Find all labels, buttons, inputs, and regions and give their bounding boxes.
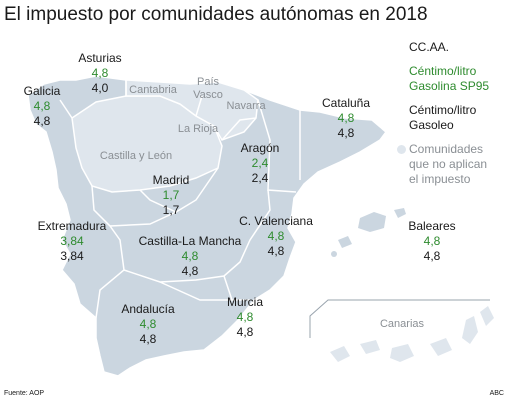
madrid-name: Madrid: [152, 173, 190, 187]
legend-no-apply-line2: que no aplican: [409, 157, 488, 171]
cataluna-label: Cataluña 4,8 4,8: [322, 96, 370, 141]
galicia-name: Galicia: [23, 84, 61, 98]
cataluna-name: Cataluña: [321, 96, 371, 110]
castilla-la-mancha-name: Castilla-La Mancha: [138, 234, 242, 248]
valenciana-gasoleo: 4,8: [267, 244, 285, 258]
baleares-label: Baleares 4,8 4,8: [408, 219, 455, 264]
aragon-label: Aragón 2,4 2,4: [241, 141, 280, 186]
castilla-la-mancha-gasoleo: 4,8: [181, 264, 199, 278]
baleares-gasolina: 4,8: [423, 234, 441, 248]
madrid-label: Madrid 1,7 1,7: [153, 173, 190, 218]
cantabria-label: Cantabria: [129, 84, 177, 96]
cataluna-gasoleo: 4,8: [337, 126, 355, 140]
asturias-gasoleo: 4,0: [91, 81, 109, 95]
extremadura-gasoleo: 3,84: [60, 249, 84, 263]
extremadura-name: Extremadura: [37, 219, 107, 233]
extremadura-label: Extremadura 3,84 3,84: [38, 219, 107, 264]
map-title: El impuesto por comunidades autónomas en…: [4, 4, 428, 25]
castilla-la-mancha-label: Castilla-La Mancha 4,8 4,8: [139, 234, 242, 279]
canarias-label: Canarias: [379, 318, 425, 330]
source-credit: Fuente: AOP: [4, 390, 45, 397]
legend-gasolina-line2: Gasolina SP95: [409, 79, 490, 93]
map-legend: CC.AA. Céntimo/litro Gasolina SP95 Cénti…: [397, 40, 489, 187]
la-rioja-label: La Rioja: [177, 123, 219, 135]
legend-gasoleo-line2: Gasoleo: [409, 118, 454, 132]
legend-no-apply-line3: el impuesto: [409, 172, 471, 186]
region-borders: [59, 80, 301, 319]
murcia-label: Murcia 4,8 4,8: [227, 295, 263, 340]
pais-vasco-label-1: País: [196, 76, 220, 88]
asturias-gasolina: 4,8: [91, 66, 109, 80]
murcia-name: Murcia: [226, 295, 264, 309]
legend-gasoleo: Céntimo/litro Gasoleo: [409, 103, 489, 133]
castilla-la-mancha-gasolina: 4,8: [181, 249, 199, 263]
aragon-name: Aragón: [240, 141, 280, 155]
legend-gasolina-line1: Céntimo/litro: [409, 64, 477, 78]
madrid-gasoleo: 1,7: [162, 203, 180, 217]
legend-gasoleo-line1: Céntimo/litro: [409, 103, 477, 117]
publisher-credit: ABC: [489, 390, 504, 397]
castilla-leon-label: Castilla y León: [99, 150, 173, 162]
valenciana-name: C. Valenciana: [239, 214, 313, 228]
baleares-gasoleo: 4,8: [423, 249, 441, 263]
galicia-gasoleo: 4,8: [33, 114, 51, 128]
andalucia-label: Andalucía 4,8 4,8: [121, 302, 174, 347]
navarra-label: Navarra: [226, 100, 266, 112]
legend-no-apply-line1: Comunidades: [409, 142, 484, 156]
pais-vasco-label-2: Vasco: [193, 89, 223, 101]
valenciana-label: C. Valenciana 4,8 4,8: [239, 214, 313, 259]
legend-no-apply-swatch: [397, 145, 406, 154]
andalucia-gasolina: 4,8: [139, 317, 157, 331]
galicia-gasolina: 4,8: [33, 99, 51, 113]
cataluna-gasolina: 4,8: [337, 111, 355, 125]
madrid-gasolina: 1,7: [162, 188, 180, 202]
asturias-name: Asturias: [78, 51, 122, 65]
canarias-inset-frame: [309, 299, 490, 338]
canarias-islands: [330, 306, 494, 362]
legend-heading: CC.AA.: [409, 40, 450, 54]
murcia-gasoleo: 4,8: [236, 325, 254, 339]
baleares-islands: [331, 208, 406, 257]
north-no-tax-region: [125, 79, 259, 141]
extremadura-gasolina: 3,84: [60, 234, 84, 248]
baleares-name: Baleares: [408, 219, 456, 233]
valenciana-gasolina: 4,8: [267, 229, 285, 243]
andalucia-name: Andalucía: [121, 302, 175, 316]
aragon-gasolina: 2,4: [251, 156, 269, 170]
aragon-gasoleo: 2,4: [251, 171, 269, 185]
legend-gasolina: Céntimo/litro Gasolina SP95: [409, 64, 489, 94]
asturias-label: Asturias 4,8 4,0: [78, 51, 121, 96]
galicia-label: Galicia 4,8 4,8: [24, 84, 61, 129]
legend-no-apply: Comunidades que no aplican el impuesto: [397, 142, 489, 187]
andalucia-gasoleo: 4,8: [139, 332, 157, 346]
murcia-gasolina: 4,8: [236, 310, 254, 324]
